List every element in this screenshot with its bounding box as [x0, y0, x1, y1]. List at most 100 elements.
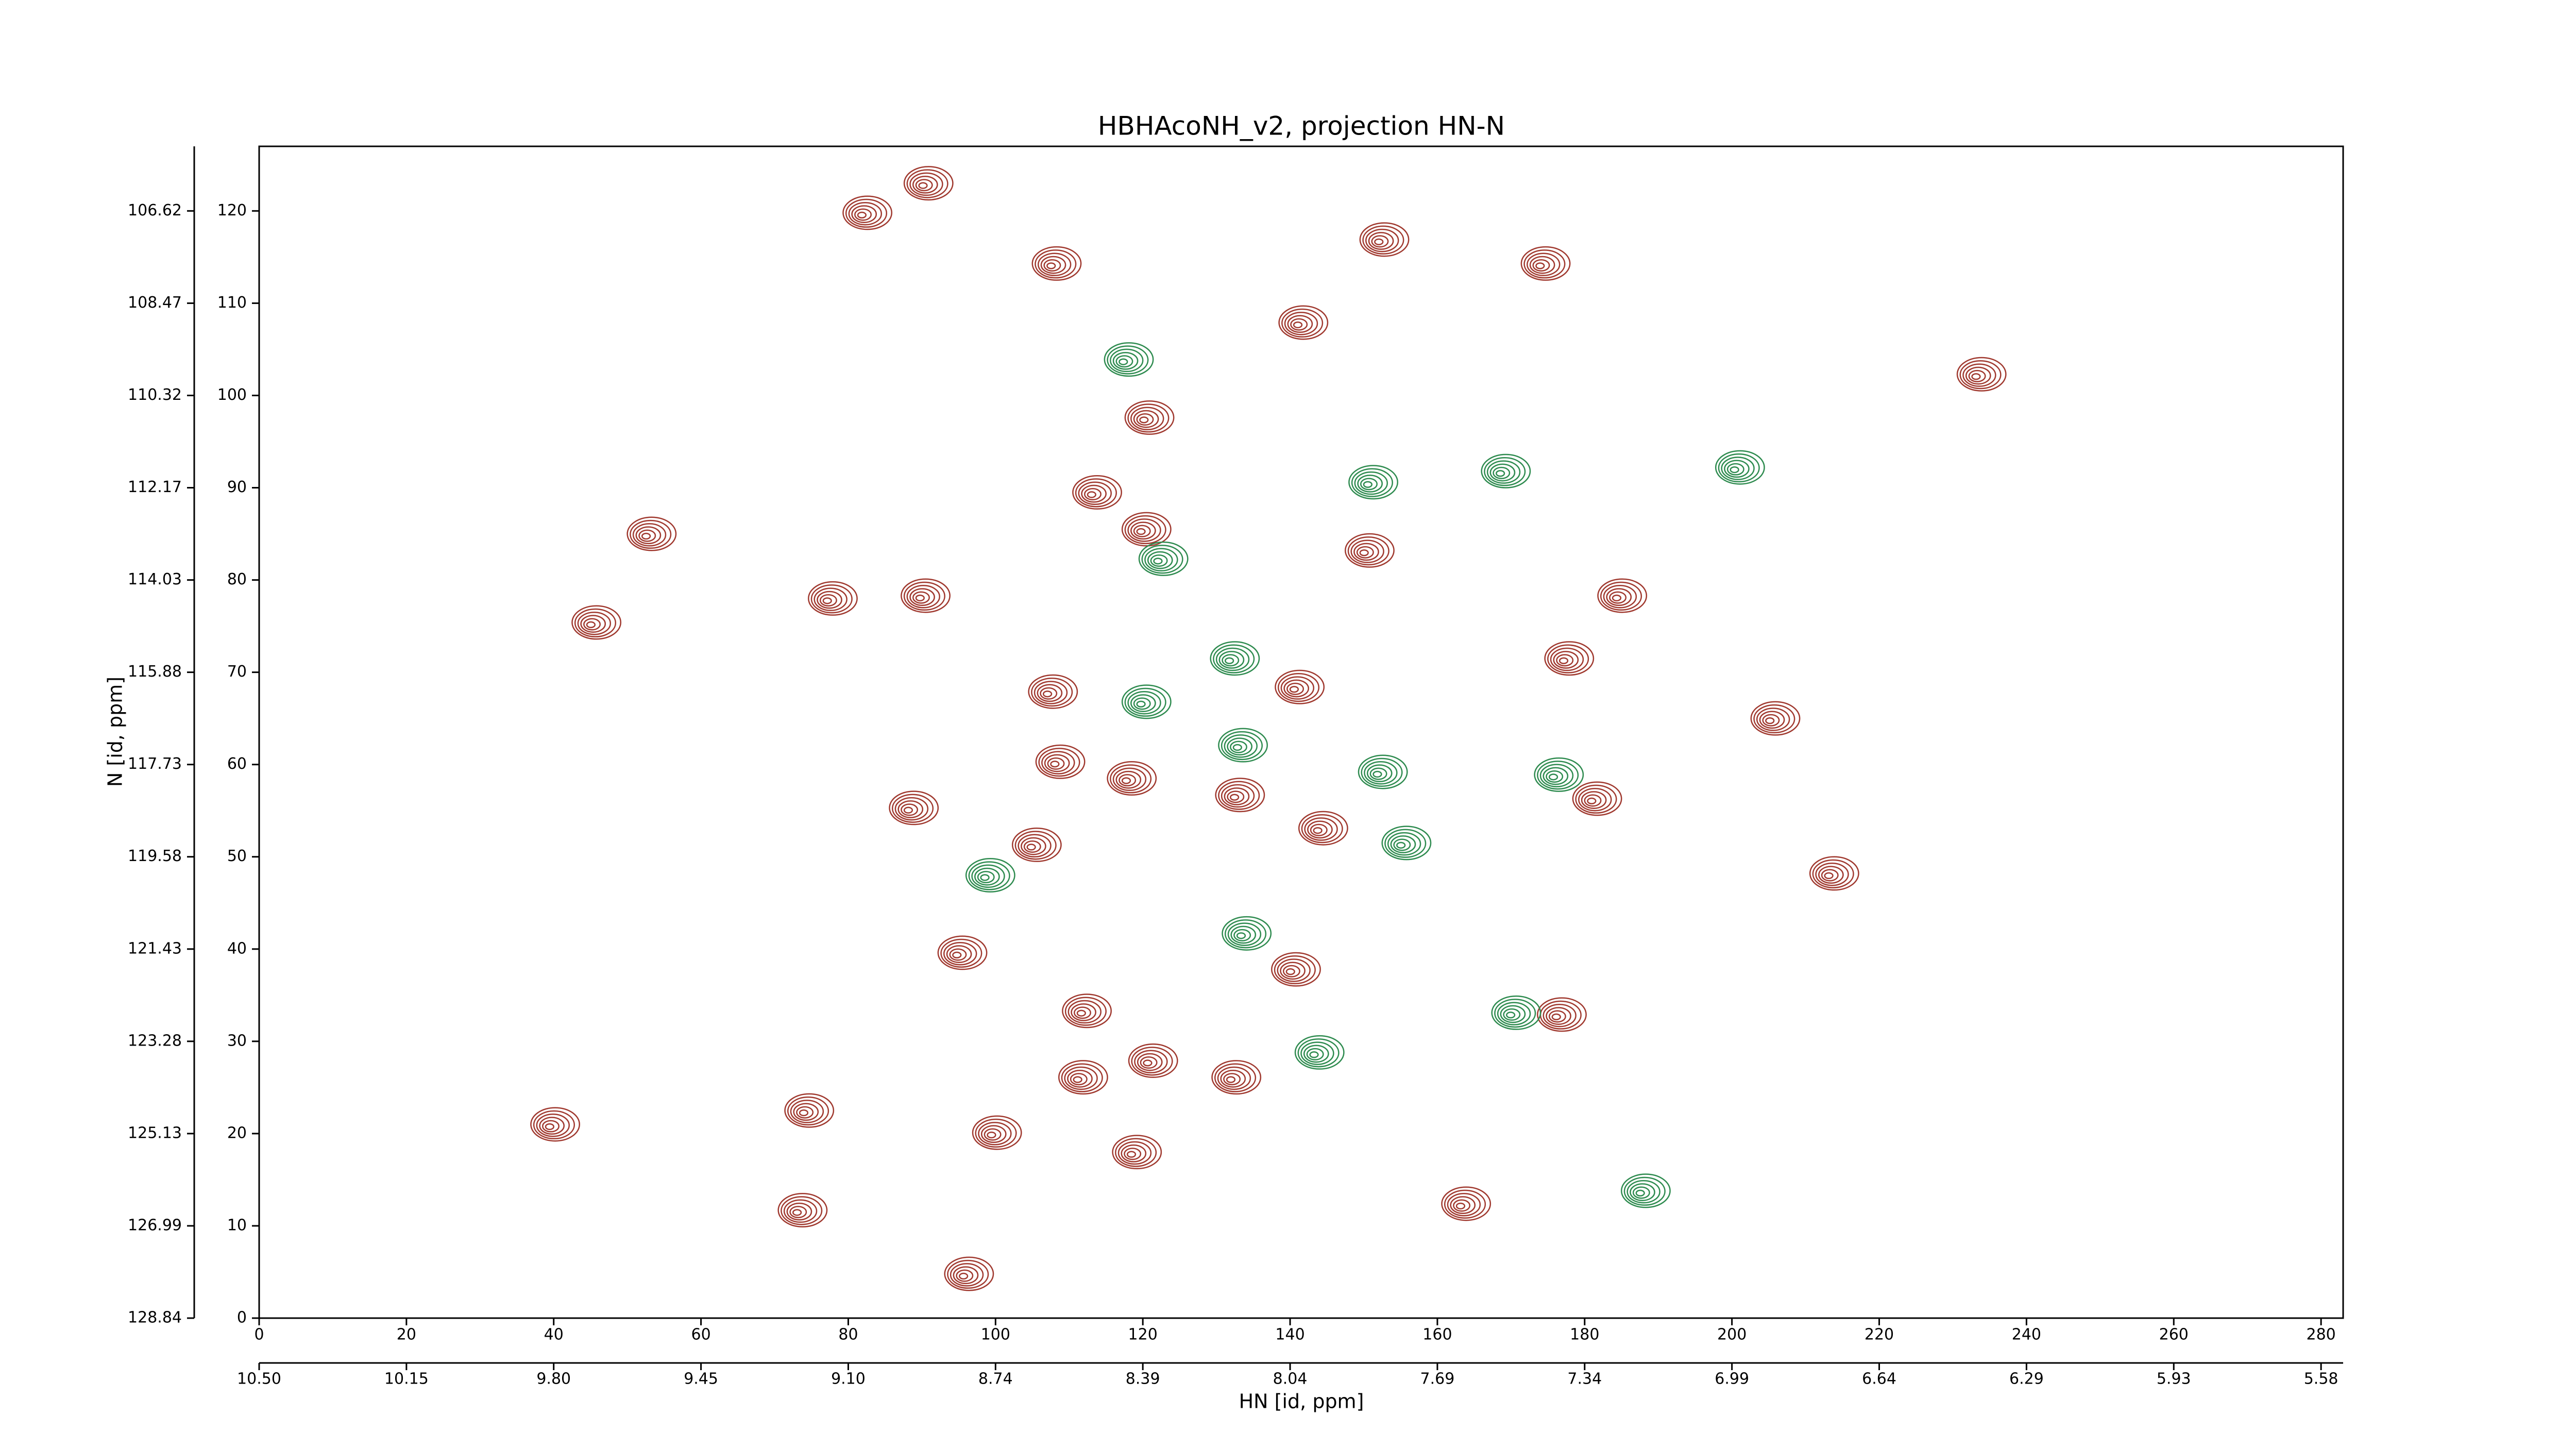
y2-tick-label: 121.43 [128, 939, 182, 957]
peak [1275, 669, 1325, 704]
contour-ring [1303, 1044, 1329, 1063]
x2-tick-label: 6.99 [1715, 1370, 1749, 1388]
contour-ring [787, 1096, 829, 1126]
contour-ring [1118, 774, 1137, 787]
contour-ring [1075, 478, 1117, 508]
contour-ring [1221, 784, 1255, 808]
contour-ring [1818, 866, 1844, 884]
contour-ring [1043, 259, 1061, 272]
contour-ring [1153, 558, 1163, 565]
y-tick-label: 10 [227, 1216, 247, 1234]
contour-ring [1623, 1176, 1666, 1206]
contour-ring [1115, 770, 1142, 789]
peak [1294, 1035, 1345, 1070]
contour-ring [784, 1093, 835, 1128]
contour-ring [1285, 968, 1295, 975]
y-tick-label: 120 [217, 201, 247, 220]
contour-ring [1621, 1173, 1671, 1208]
contour-ring [545, 1123, 554, 1131]
contour-ring [799, 1109, 809, 1117]
contour-ring [1484, 457, 1526, 486]
x2-tick-label: 6.29 [2009, 1370, 2044, 1388]
x-tick-label: 160 [1422, 1326, 1452, 1344]
peak [965, 858, 1015, 893]
contour-ring [1297, 1038, 1340, 1068]
y-tick-label: 0 [237, 1309, 247, 1327]
contour-ring [901, 578, 951, 613]
peak [530, 1107, 581, 1142]
contour-ring [1600, 581, 1642, 611]
contour-ring [1067, 1069, 1093, 1088]
contour-ring [1359, 222, 1410, 257]
contour-ring [912, 591, 930, 604]
contour-ring [1529, 256, 1555, 274]
contour-ring [1014, 831, 1057, 860]
y2-tick-label: 128.84 [128, 1309, 182, 1327]
contour-ring [1313, 827, 1323, 834]
contour-ring [918, 182, 928, 189]
y-tick-label: 110 [217, 294, 247, 312]
contour-ring [1133, 410, 1159, 428]
x-tick-label: 120 [1128, 1326, 1158, 1344]
contour-ring [1546, 770, 1564, 783]
contour-ring [1753, 704, 1795, 734]
contour-ring [1369, 767, 1387, 780]
contour-ring [1222, 654, 1240, 667]
contour-ring [1107, 761, 1157, 796]
peak [1621, 1173, 1671, 1208]
contour-ring [1578, 787, 1612, 812]
x2-tick-label: 8.39 [1126, 1370, 1160, 1388]
peak [1062, 993, 1112, 1029]
contour-ring [950, 1263, 984, 1287]
contour-ring [971, 864, 1005, 888]
contour-ring [1136, 413, 1154, 426]
contour-ring [577, 611, 612, 635]
contour-ring [1962, 363, 1996, 387]
y-tick-label: 80 [227, 570, 247, 588]
contour-ring [1965, 366, 1991, 385]
contour-ring [1021, 837, 1046, 855]
peak [1271, 952, 1321, 987]
contour-ring [906, 585, 940, 609]
contour-ring [1294, 1035, 1345, 1070]
y-tick-label: 90 [227, 478, 247, 496]
contour-ring [1127, 690, 1161, 715]
contour-ring [1225, 657, 1234, 664]
contour-ring [1506, 1012, 1516, 1019]
contour-ring [1026, 844, 1036, 851]
contour-ring [1115, 355, 1133, 368]
contour-ring [1271, 952, 1321, 987]
contour-ring [814, 587, 848, 611]
contour-ring [978, 1122, 1012, 1145]
contour-ring [1444, 1189, 1486, 1219]
x-tick-label: 40 [544, 1326, 564, 1344]
contour-ring [1217, 1066, 1251, 1090]
contour-ring [1133, 525, 1151, 537]
contour-ring [1130, 521, 1156, 540]
contour-ring [1821, 869, 1839, 882]
contour-ring [1497, 1002, 1531, 1025]
contour-ring [953, 1266, 979, 1285]
contour-ring [1387, 832, 1421, 856]
contour-ring [897, 800, 924, 818]
contour-ring [1396, 841, 1406, 849]
contour-ring [1298, 811, 1348, 846]
peak [1121, 684, 1172, 719]
contour-ring [1280, 676, 1315, 700]
contour-ring [1546, 1007, 1571, 1025]
contour-ring [1556, 654, 1574, 667]
contour-ring [1078, 481, 1112, 505]
contour-ring [1073, 1076, 1082, 1083]
contour-ring [1211, 1060, 1262, 1095]
contour-ring [1124, 400, 1175, 435]
peak [1359, 222, 1410, 257]
peak [1537, 997, 1587, 1032]
contour-ring [1137, 1053, 1163, 1071]
peak [1441, 1186, 1492, 1221]
contour-ring [1547, 644, 1589, 673]
contour-ring [1359, 549, 1369, 557]
contour-ring [1233, 929, 1251, 941]
contour-ring [641, 532, 651, 540]
contour-ring [1033, 681, 1068, 704]
contour-ring [1284, 312, 1318, 335]
